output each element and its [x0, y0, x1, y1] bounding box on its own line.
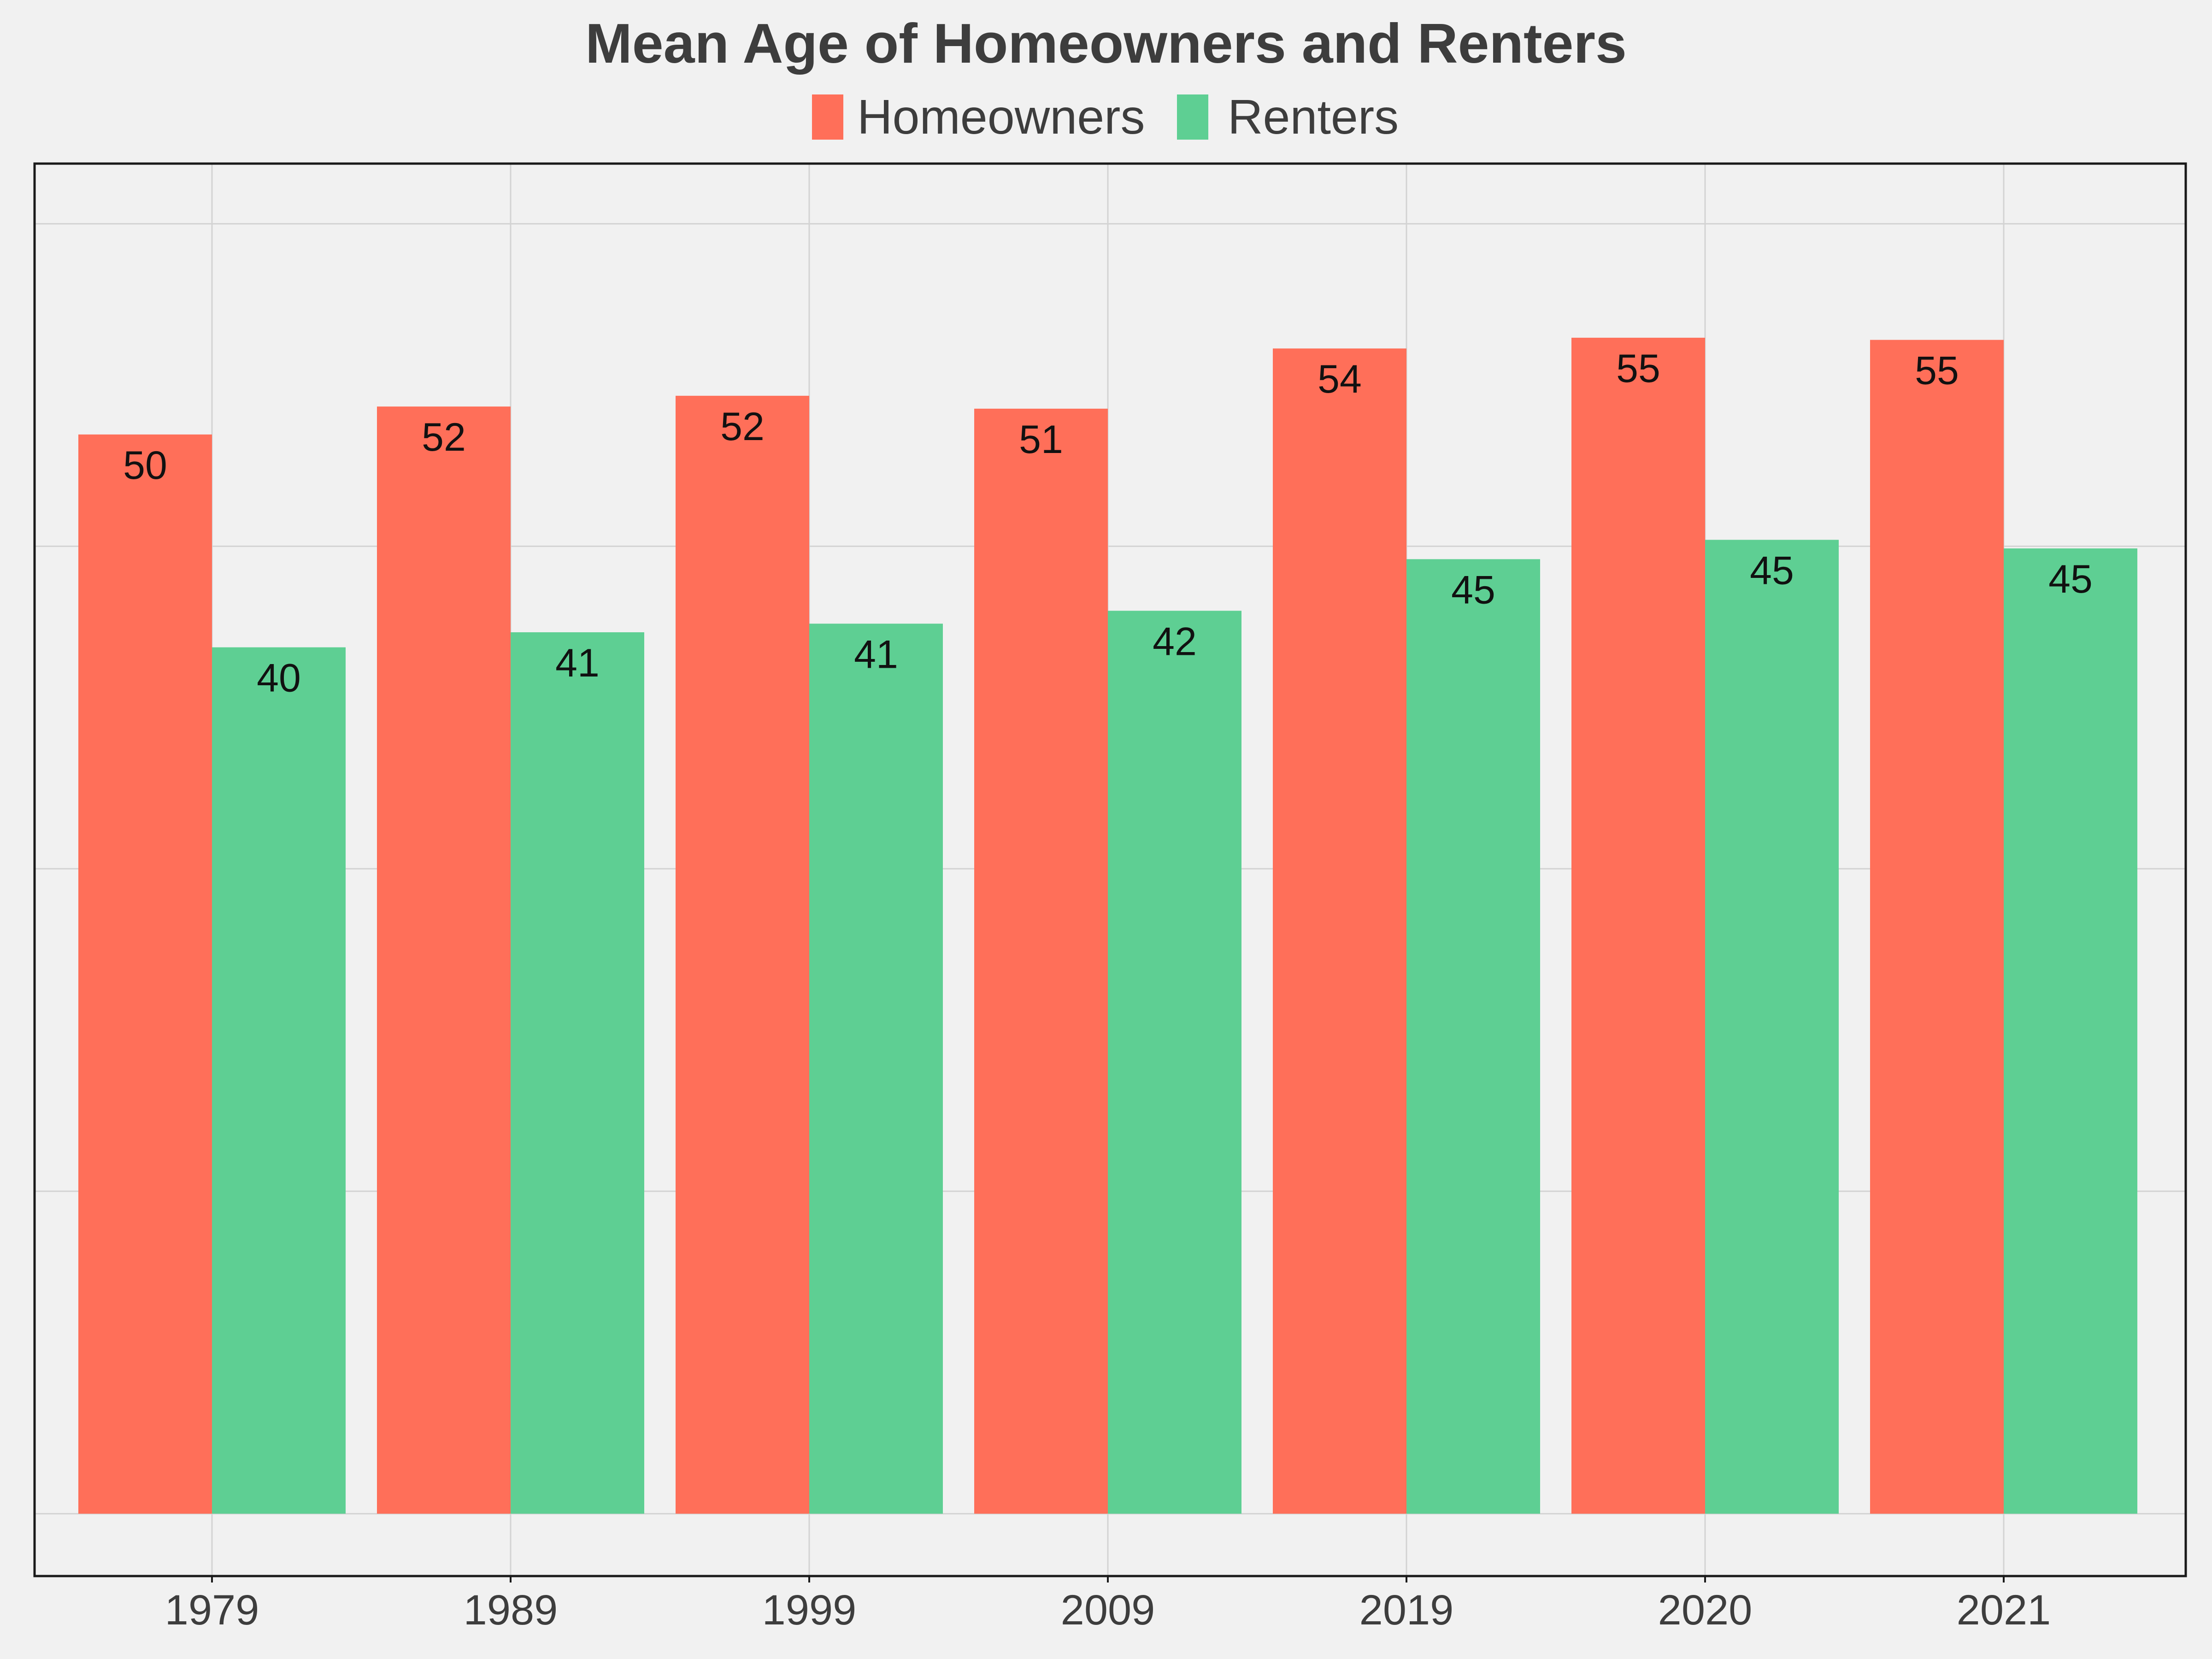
x-tick-label-1979: 1979 [165, 1587, 259, 1634]
x-tick-label-2009: 2009 [1061, 1587, 1155, 1634]
data-label-renters-1989: 41 [555, 641, 600, 685]
data-label-renters-1979: 40 [257, 656, 301, 700]
data-label-renters-2020: 45 [1750, 548, 1794, 593]
data-label-homeowners-2009: 51 [1019, 418, 1063, 462]
x-tick-label-2020: 2020 [1658, 1587, 1753, 1634]
legend-swatch-homeowners [812, 94, 843, 140]
x-tick-label-2021: 2021 [1957, 1587, 2051, 1634]
bar-renters-2009 [1108, 611, 1241, 1513]
bar-homeowners-2020 [1571, 338, 1705, 1514]
bar-homeowners-2021 [1870, 340, 2004, 1514]
data-label-homeowners-1979: 50 [123, 443, 167, 488]
data-label-homeowners-2019: 54 [1318, 357, 1362, 401]
bar-renters-2019 [1406, 559, 1540, 1513]
legend: Homeowners Renters [812, 90, 1399, 144]
x-tick-label-2019: 2019 [1359, 1587, 1454, 1634]
data-label-homeowners-2020: 55 [1616, 347, 1660, 391]
data-label-homeowners-2021: 55 [1915, 349, 1959, 393]
data-label-homeowners-1999: 52 [720, 405, 765, 449]
bar-homeowners-1989 [377, 406, 511, 1514]
x-tick-label-1999: 1999 [762, 1587, 857, 1634]
bar-renters-2020 [1705, 540, 1839, 1513]
legend-label-homeowners: Homeowners [857, 90, 1145, 144]
bar-homeowners-1979 [78, 435, 212, 1514]
data-label-renters-2019: 45 [1451, 568, 1495, 612]
x-tick-label-1989: 1989 [464, 1587, 558, 1634]
bar-homeowners-1999 [676, 396, 809, 1514]
legend-label-renters: Renters [1228, 90, 1399, 144]
data-label-renters-1999: 41 [854, 632, 898, 677]
bar-renters-1999 [809, 624, 943, 1513]
data-label-homeowners-1989: 52 [422, 415, 466, 459]
data-label-renters-2021: 45 [2048, 557, 2093, 601]
bar-homeowners-2009 [974, 409, 1108, 1514]
chart-title: Mean Age of Homeowners and Renters [585, 12, 1627, 75]
legend-swatch-renters [1177, 94, 1208, 140]
bar-homeowners-2019 [1273, 348, 1406, 1514]
bar-renters-1989 [511, 632, 644, 1514]
bar-renters-2021 [2004, 548, 2137, 1514]
data-label-renters-2009: 42 [1153, 619, 1197, 664]
bar-renters-1979 [212, 647, 346, 1514]
